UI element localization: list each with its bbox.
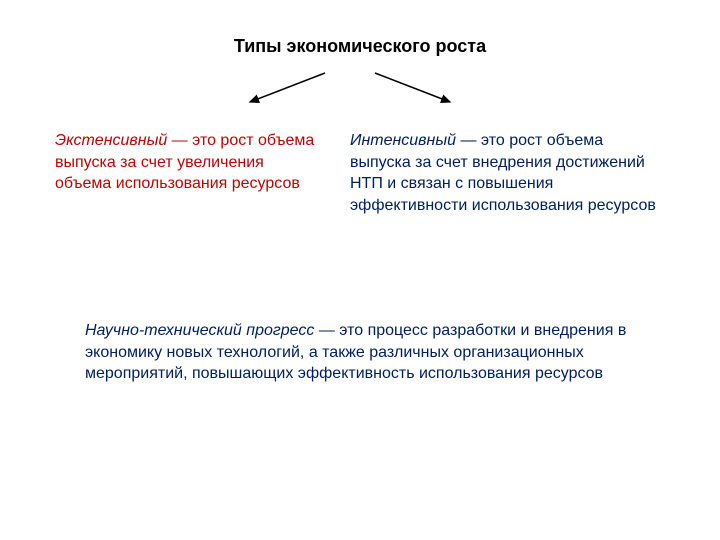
diagram-title: Типы экономического роста [0, 36, 720, 57]
term-ntp: Научно-технический прогресс [85, 322, 314, 339]
arrow-left [240, 68, 330, 108]
arrow-right [370, 68, 460, 108]
term-extensive: Экстенсивный [55, 132, 167, 149]
branch-extensive: Экстенсивный — это рост объема выпуска з… [55, 130, 315, 195]
note-ntp: Научно-технический прогресс — это процес… [85, 320, 635, 385]
branch-intensive: Интенсивный — это рост объема выпуска за… [350, 130, 660, 216]
term-intensive: Интенсивный [350, 132, 456, 149]
